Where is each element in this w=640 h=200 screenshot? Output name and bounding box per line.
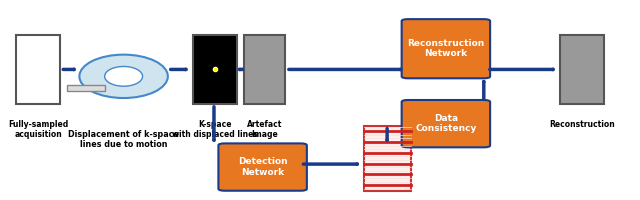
FancyBboxPatch shape [402, 19, 490, 78]
Bar [364, 126, 411, 191]
Bar [559, 35, 604, 104]
Text: Artefact
Image: Artefact Image [246, 120, 282, 139]
Ellipse shape [79, 55, 168, 98]
FancyArrow shape [67, 85, 105, 91]
Text: Displacement of k-space
lines due to motion: Displacement of k-space lines due to mot… [68, 130, 179, 149]
Text: K-space
with displaced lines: K-space with displaced lines [172, 120, 258, 139]
Text: Reconstruction: Reconstruction [549, 120, 614, 129]
Ellipse shape [105, 66, 143, 86]
Bar [193, 35, 237, 104]
FancyBboxPatch shape [218, 143, 307, 191]
Text: Detection
Network: Detection Network [238, 157, 287, 177]
FancyBboxPatch shape [402, 100, 490, 147]
Text: Reconstruction
Network: Reconstruction Network [407, 39, 484, 58]
Text: Data
Consistency: Data Consistency [415, 114, 477, 133]
Bar [244, 35, 285, 104]
Text: Fully-sampled
acquisition: Fully-sampled acquisition [8, 120, 68, 139]
Bar [16, 35, 60, 104]
